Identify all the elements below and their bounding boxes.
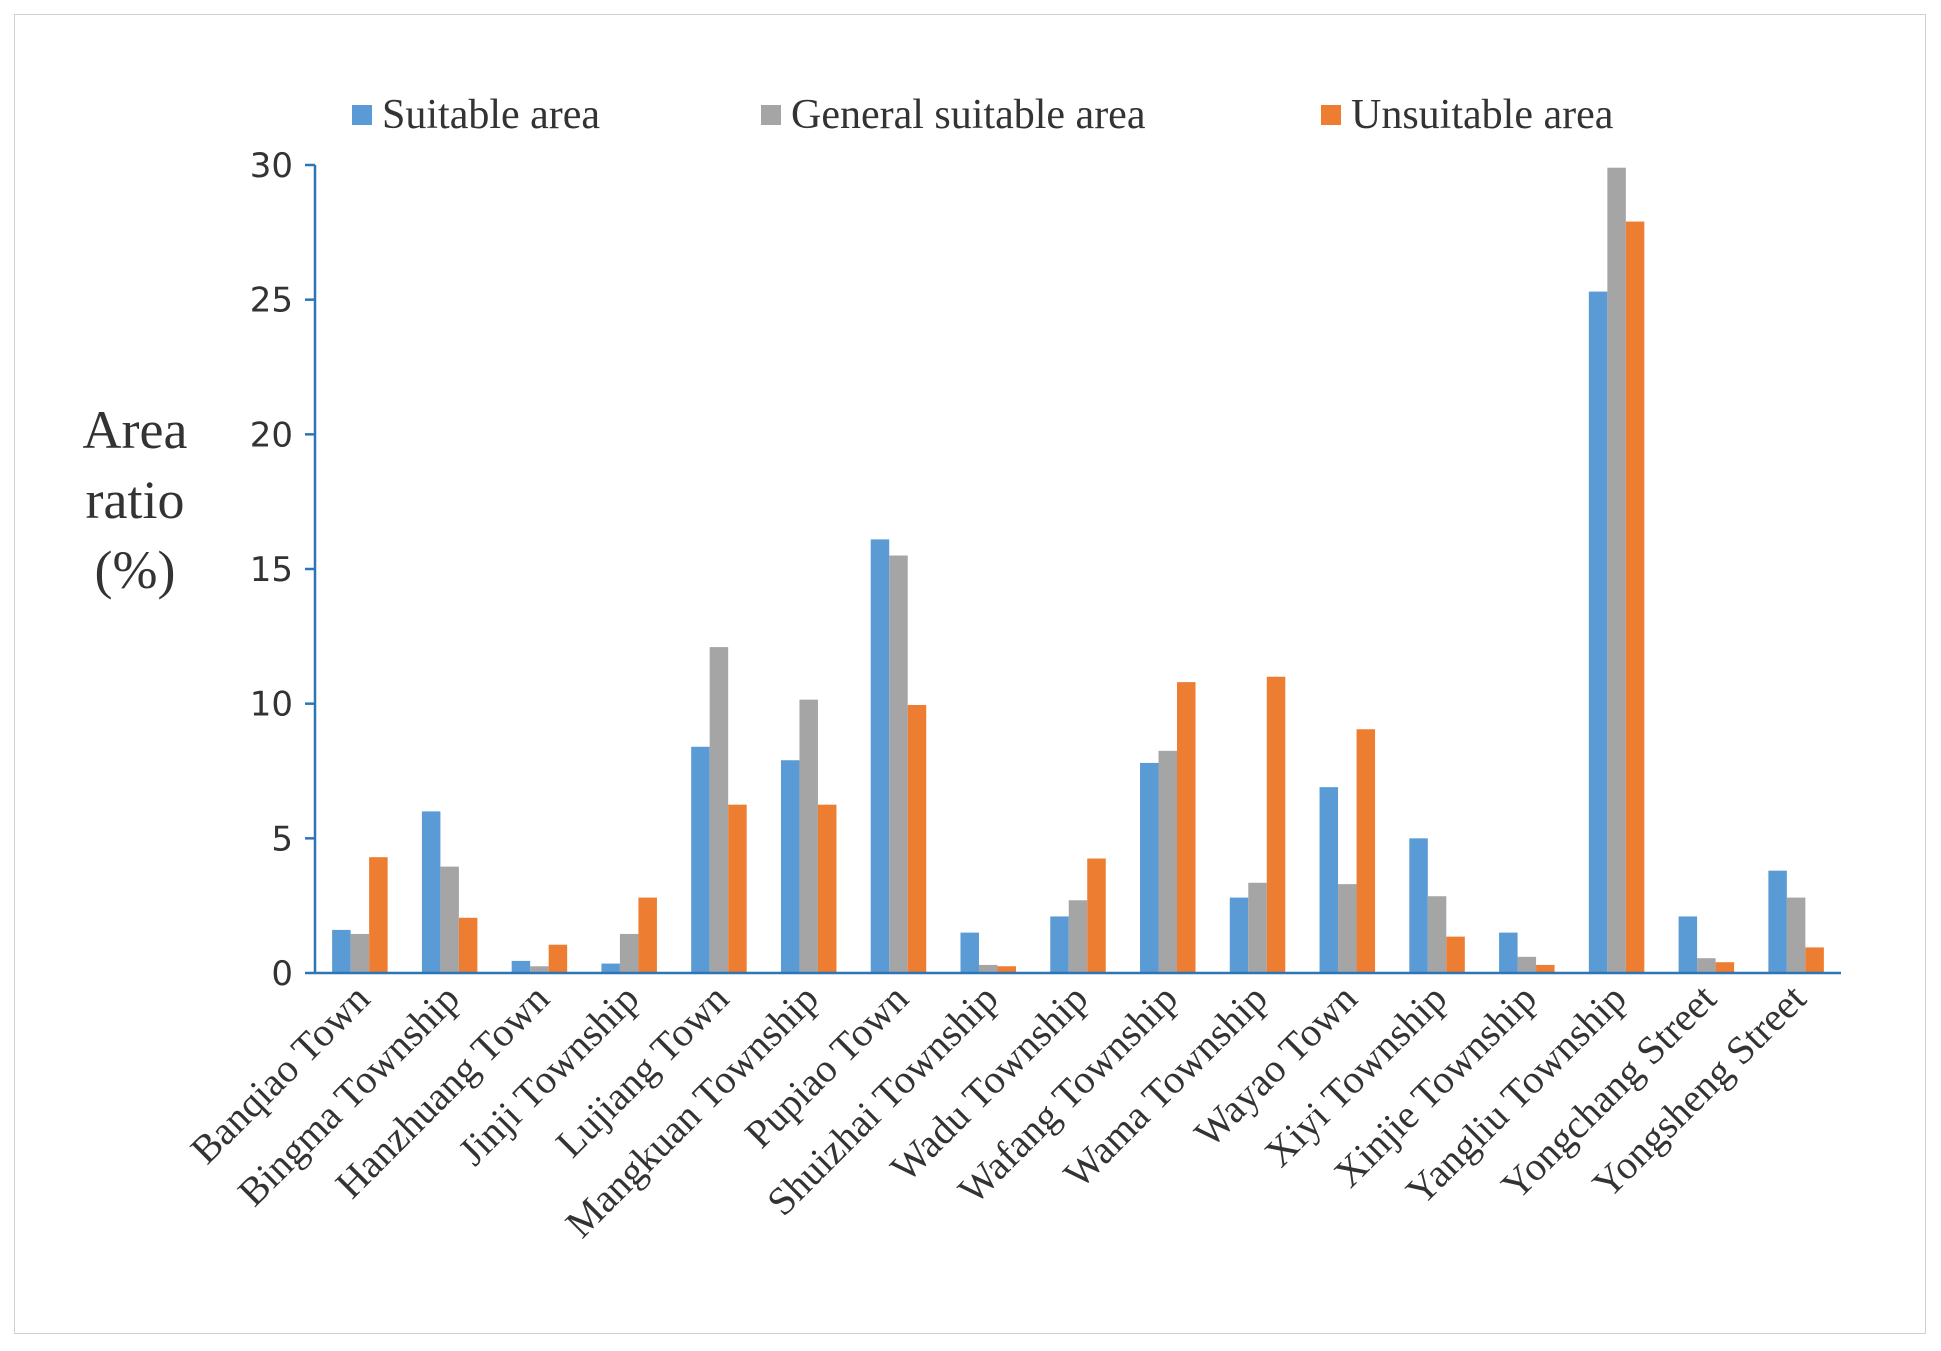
legend-label-unsuitable: Unsuitable area: [1351, 92, 1614, 138]
bar-general-suitable-area: [799, 699, 818, 973]
bar-suitable-area: [1678, 916, 1698, 973]
bar-general-suitable-area: [530, 966, 549, 973]
bar-general-suitable-area: [1607, 167, 1626, 973]
bar-general-suitable-area: [1068, 900, 1088, 973]
bar-suitable-area: [1409, 838, 1428, 973]
legend-item-suitable: Suitable area: [352, 91, 600, 139]
y-tick-label: 15: [250, 550, 293, 590]
bar-suitable-area: [421, 811, 441, 973]
bar-unsuitable-area: [1715, 962, 1735, 973]
y-axis-label-line-3: (%): [94, 540, 176, 600]
legend-swatch-unsuitable: [1321, 105, 1341, 125]
bar-unsuitable-area: [1805, 947, 1824, 973]
bar-unsuitable-area: [369, 857, 388, 973]
y-tick-label: 30: [250, 146, 293, 186]
bar-unsuitable-area: [728, 804, 747, 973]
bar-general-suitable-area: [1158, 750, 1178, 973]
chart-frame: 0 5 10 15 20 25 30 Banqiao Town Bingma Township…: [14, 14, 1926, 1334]
bar-general-suitable-area: [440, 866, 459, 973]
bar-general-suitable-area: [1338, 884, 1357, 973]
bar-general-suitable-area: [619, 933, 639, 973]
bar-suitable-area: [1050, 916, 1069, 973]
legend-label-suitable: Suitable area: [382, 92, 601, 138]
bar-suitable-area: [1768, 870, 1787, 973]
y-tick-label: 0: [271, 954, 293, 994]
bar-suitable-area: [780, 760, 800, 973]
bar-suitable-area: [511, 960, 531, 973]
bars-group: [332, 167, 1824, 973]
bar-unsuitable-area: [1625, 221, 1645, 973]
bar-general-suitable-area: [350, 933, 370, 973]
bar-suitable-area: [960, 932, 979, 973]
legend-item-general-suitable: General suitable area: [761, 91, 1145, 139]
legend-swatch-suitable: [352, 105, 372, 125]
bar-suitable-area: [1499, 932, 1518, 973]
bar-general-suitable-area: [1248, 882, 1267, 973]
bar-unsuitable-area: [1536, 964, 1555, 973]
bar-suitable-area: [601, 963, 620, 973]
legend-swatch-general-suitable: [761, 105, 781, 125]
bar-unsuitable-area: [1356, 729, 1376, 973]
bar-suitable-area: [1319, 787, 1339, 973]
legend-item-unsuitable: Unsuitable area: [1321, 91, 1613, 139]
bar-suitable-area: [1588, 291, 1608, 973]
y-tick-label: 10: [250, 685, 293, 725]
bar-general-suitable-area: [709, 647, 729, 973]
bar-general-suitable-area: [1697, 958, 1716, 973]
y-axis-label-line-1: Area: [82, 400, 188, 460]
bar-unsuitable-area: [1087, 858, 1106, 973]
y-axis-label-line-2: ratio: [85, 470, 185, 530]
bar-unsuitable-area: [548, 944, 568, 973]
bar-unsuitable-area: [997, 966, 1016, 973]
y-tick-label: 20: [250, 415, 293, 455]
legend-label-general-suitable: General suitable area: [791, 92, 1146, 138]
bar-general-suitable-area: [1517, 956, 1537, 973]
bar-unsuitable-area: [1177, 682, 1196, 973]
bar-unsuitable-area: [907, 705, 927, 973]
bar-suitable-area: [1229, 897, 1249, 973]
bar-general-suitable-area: [889, 555, 908, 973]
bar-general-suitable-area: [1786, 897, 1806, 973]
bar-unsuitable-area: [458, 917, 478, 973]
bar-suitable-area: [332, 929, 351, 973]
bar-general-suitable-area: [978, 964, 998, 973]
bar-suitable-area: [691, 746, 710, 973]
bar-unsuitable-area: [817, 804, 837, 973]
y-ticks-group: 0 5 10 15 20 25 30: [250, 146, 315, 994]
y-axis-label: Area ratio (%): [55, 395, 215, 605]
bar-unsuitable-area: [638, 897, 657, 973]
bar-unsuitable-area: [1446, 936, 1465, 973]
bar-suitable-area: [870, 539, 890, 973]
y-tick-label: 5: [271, 819, 293, 859]
bar-unsuitable-area: [1266, 676, 1286, 973]
y-tick-label: 25: [250, 281, 293, 321]
bar-suitable-area: [1140, 762, 1159, 973]
bar-general-suitable-area: [1427, 896, 1447, 973]
